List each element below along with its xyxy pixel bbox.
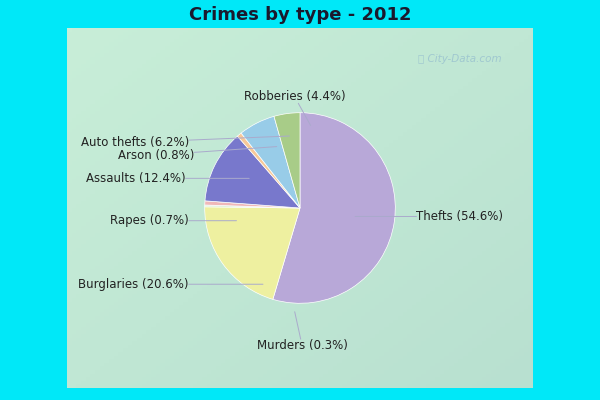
Text: Arson (0.8%): Arson (0.8%): [118, 146, 277, 162]
Text: Auto thefts (6.2%): Auto thefts (6.2%): [80, 136, 289, 149]
Text: Robberies (4.4%): Robberies (4.4%): [244, 90, 346, 126]
Wedge shape: [205, 136, 300, 208]
Text: Assaults (12.4%): Assaults (12.4%): [86, 172, 249, 185]
Text: Thefts (54.6%): Thefts (54.6%): [355, 210, 503, 223]
Wedge shape: [238, 133, 300, 208]
Wedge shape: [205, 205, 300, 208]
Text: Burglaries (20.6%): Burglaries (20.6%): [79, 278, 263, 291]
Wedge shape: [241, 116, 300, 208]
Wedge shape: [205, 207, 300, 299]
Wedge shape: [274, 113, 300, 208]
Wedge shape: [205, 201, 300, 208]
Text: Murders (0.3%): Murders (0.3%): [257, 312, 347, 352]
Wedge shape: [273, 113, 395, 303]
Text: Rapes (0.7%): Rapes (0.7%): [110, 214, 236, 227]
Text: ⓘ City-Data.com: ⓘ City-Data.com: [418, 54, 501, 64]
Title: Crimes by type - 2012: Crimes by type - 2012: [189, 6, 411, 24]
